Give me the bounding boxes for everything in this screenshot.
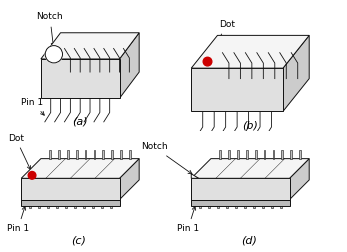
Polygon shape (191, 178, 289, 200)
Polygon shape (129, 150, 131, 159)
Polygon shape (92, 200, 94, 208)
Polygon shape (21, 159, 139, 178)
Polygon shape (217, 200, 219, 208)
Polygon shape (83, 200, 85, 208)
Text: (d): (d) (241, 236, 256, 246)
Polygon shape (120, 150, 122, 159)
Polygon shape (41, 33, 139, 59)
Polygon shape (226, 200, 228, 208)
Polygon shape (41, 59, 119, 98)
Polygon shape (76, 150, 78, 159)
Polygon shape (47, 200, 49, 208)
Polygon shape (67, 150, 69, 159)
Circle shape (203, 57, 212, 66)
Polygon shape (21, 178, 119, 200)
Polygon shape (49, 150, 51, 159)
Polygon shape (101, 200, 103, 208)
Text: (c): (c) (71, 236, 86, 246)
Polygon shape (110, 200, 111, 208)
Polygon shape (191, 200, 289, 206)
Polygon shape (237, 150, 239, 159)
Polygon shape (219, 150, 221, 159)
Polygon shape (280, 200, 281, 208)
Text: Notch: Notch (141, 142, 192, 174)
Polygon shape (264, 150, 265, 159)
Polygon shape (119, 159, 139, 200)
Polygon shape (21, 200, 119, 206)
Polygon shape (281, 150, 283, 159)
Polygon shape (102, 150, 104, 159)
Polygon shape (262, 200, 264, 208)
Polygon shape (299, 150, 301, 159)
Polygon shape (246, 150, 248, 159)
Polygon shape (290, 150, 292, 159)
Text: Pin 1: Pin 1 (177, 206, 199, 233)
Polygon shape (191, 68, 283, 111)
Polygon shape (119, 33, 139, 98)
Polygon shape (208, 200, 210, 208)
Polygon shape (244, 200, 246, 208)
Circle shape (45, 46, 62, 63)
Polygon shape (255, 150, 256, 159)
Polygon shape (253, 200, 255, 208)
Polygon shape (111, 150, 113, 159)
Text: Dot: Dot (8, 134, 31, 170)
Polygon shape (283, 35, 309, 111)
Polygon shape (65, 200, 67, 208)
Text: (b): (b) (242, 120, 258, 131)
Polygon shape (272, 150, 274, 159)
Text: Dot: Dot (209, 20, 235, 56)
Text: (a): (a) (73, 116, 88, 127)
Polygon shape (85, 150, 86, 159)
Polygon shape (191, 174, 199, 178)
Polygon shape (235, 200, 237, 208)
Text: Pin 1: Pin 1 (21, 98, 44, 115)
Polygon shape (74, 200, 76, 208)
Polygon shape (191, 35, 309, 68)
Text: Pin 1: Pin 1 (0, 251, 1, 252)
Polygon shape (289, 159, 309, 200)
Text: Notch: Notch (37, 13, 63, 47)
Polygon shape (29, 200, 31, 208)
Polygon shape (199, 200, 201, 208)
Text: Pin 1: Pin 1 (7, 206, 29, 233)
Polygon shape (58, 150, 60, 159)
Polygon shape (38, 200, 40, 208)
Polygon shape (191, 159, 309, 178)
Circle shape (28, 172, 36, 179)
Polygon shape (56, 200, 58, 208)
Polygon shape (228, 150, 230, 159)
Polygon shape (271, 200, 273, 208)
Polygon shape (94, 150, 95, 159)
